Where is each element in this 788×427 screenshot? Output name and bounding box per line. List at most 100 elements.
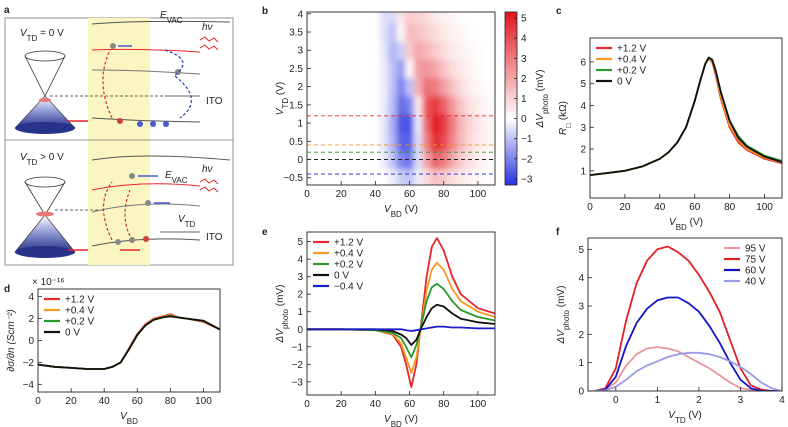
heat-cell: [490, 77, 495, 97]
heat-cell: [413, 113, 423, 133]
heat-cell: [482, 150, 492, 170]
label-part: V: [384, 414, 392, 425]
heat-cell: [336, 113, 346, 133]
y-tick-label: 4: [297, 255, 303, 266]
x-tick-label: 80: [438, 189, 450, 200]
heat-cell: [448, 113, 458, 133]
axis-label: VTD (V): [668, 410, 701, 425]
axis-label: ΔVphoto (mV): [535, 70, 550, 129]
heat-cell: [362, 132, 372, 151]
hole: [150, 121, 156, 127]
panel-letter: d: [4, 284, 10, 295]
y-tick-label: −0.5: [283, 173, 303, 184]
heat-cell: [405, 168, 415, 185]
x-tick-label: 20: [336, 399, 348, 410]
heat-cell: [430, 168, 440, 185]
heat-cell: [311, 41, 321, 60]
x-tick-label: 80: [438, 399, 450, 410]
heat-cell: [328, 59, 338, 79]
legend-label: +0.2 V: [334, 260, 364, 271]
arrow: [102, 49, 113, 119]
cone: [15, 122, 75, 134]
heat-cell: [439, 95, 449, 115]
y-tick-label: 6: [580, 57, 586, 68]
y-tick-label: 1.5: [289, 100, 303, 111]
heat-cell: [422, 59, 432, 79]
y-tick-label: −2: [292, 360, 304, 371]
y-tick-label: 5: [578, 245, 584, 256]
heat-cell: [422, 168, 432, 185]
heat-cell: [490, 132, 495, 151]
heat-cell: [388, 113, 398, 133]
heat-cell: [328, 168, 338, 185]
axis-label: VTD (V): [275, 82, 290, 115]
panel-letter: a: [4, 5, 10, 16]
line-series: [594, 296, 782, 391]
line-series: [307, 303, 495, 346]
heat-cell: [473, 41, 483, 60]
heat-cell: [396, 132, 406, 151]
heat-cell: [430, 132, 440, 151]
line-series: [594, 245, 782, 391]
heat-cell: [336, 59, 346, 79]
plot-frame: [589, 37, 783, 199]
x-tick-label: 100: [756, 202, 773, 213]
heat-cell: [405, 59, 415, 79]
heat-cell: [371, 41, 381, 60]
x-tick-label: 80: [165, 396, 177, 407]
line-series: [594, 346, 782, 391]
heat-cell: [422, 41, 432, 60]
heat-cell: [311, 168, 321, 185]
evac-label: EVAC: [165, 170, 188, 185]
band-edge: [91, 117, 201, 123]
y-tick-label: 3: [297, 46, 303, 57]
heat-cell: [482, 168, 492, 185]
vtd-label: VTD > 0 V: [20, 152, 64, 167]
legend-label: +1.2 V: [617, 44, 647, 55]
heat-cell: [456, 77, 466, 97]
heat-cell: [490, 113, 495, 133]
label-part: V: [120, 411, 128, 422]
heat-cell: [430, 22, 440, 42]
heat-cell: [354, 12, 364, 24]
y-tick-label: 0: [297, 155, 303, 166]
heat-cell: [311, 12, 321, 24]
heat-cell: [396, 95, 406, 115]
x-tick-label: 40: [654, 202, 666, 213]
ito-label: ITO: [206, 96, 223, 107]
heat-cell: [482, 59, 492, 79]
label-part: photo: [281, 308, 290, 329]
heat-cell: [371, 132, 381, 151]
legend-label: +0.4 V: [334, 249, 364, 260]
y-tick-label: 0.5: [289, 137, 303, 148]
heat-cell: [473, 12, 483, 24]
heat-cell: [345, 113, 355, 133]
heat-cell: [336, 12, 346, 24]
heat-cell: [319, 168, 329, 185]
heat-cell: [413, 132, 423, 151]
x-tick-label: 60: [404, 189, 416, 200]
y-tick-label: 2: [297, 290, 303, 301]
panel-letter: e: [262, 227, 268, 238]
heat-cell: [405, 132, 415, 151]
label-part: TD: [281, 98, 290, 109]
heat-cell: [405, 150, 415, 170]
x-tick-label: 100: [195, 396, 212, 407]
heat-cell: [319, 77, 329, 97]
heat-cell: [490, 41, 495, 60]
colorbar-tick-label: 2: [521, 74, 527, 85]
label-part: (V): [687, 217, 703, 228]
heat-cell: [430, 12, 440, 24]
heat-cell: [379, 22, 389, 42]
heat-cell: [413, 41, 423, 60]
heat-cell: [354, 168, 364, 185]
heat-cell: [362, 77, 372, 97]
heat-cell: [362, 22, 372, 42]
heat-cell: [456, 22, 466, 42]
photon: [199, 36, 219, 51]
heat-cell: [379, 113, 389, 133]
x-tick-label: 0: [587, 202, 593, 213]
label-part: V: [668, 410, 676, 421]
heat-cell: [413, 22, 423, 42]
x-tick-label: 40: [99, 396, 111, 407]
